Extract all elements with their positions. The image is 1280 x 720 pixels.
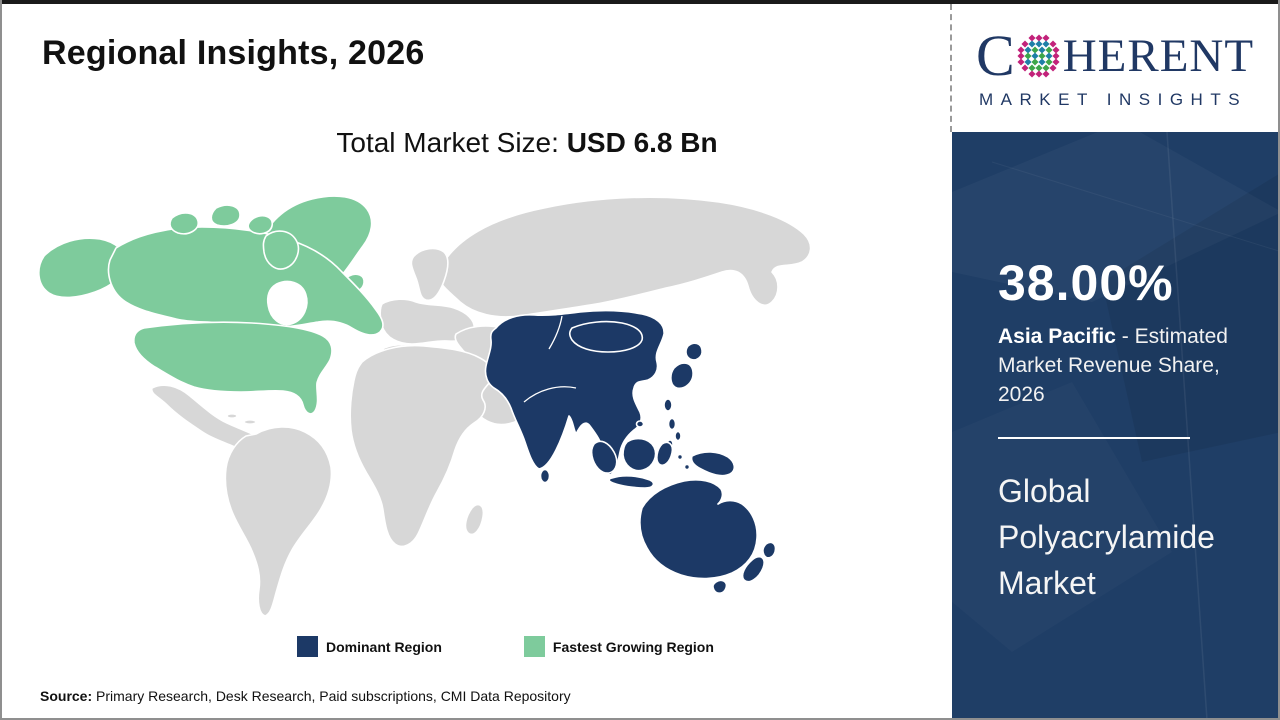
share-region: Asia Pacific: [998, 325, 1116, 348]
map-region-nz-south: [741, 556, 765, 583]
map-hudson-bay: [266, 280, 308, 326]
total-market-size: Total Market Size: USD 6.8 Bn: [102, 127, 952, 159]
map-region-moluccas-2: [683, 463, 691, 471]
map-region-mongolia: [568, 320, 644, 353]
legend-item-dominant: Dominant Region: [297, 636, 442, 657]
share-description: Asia Pacific - Estimated Market Revenue …: [998, 322, 1248, 409]
map-region-arctic-island-3: [247, 215, 274, 235]
map-region-sumatra: [590, 440, 618, 474]
legend-item-fastest: Fastest Growing Region: [523, 636, 714, 657]
legend-label-dominant: Dominant Region: [326, 638, 442, 655]
logo-letters-rest: HERENT: [1062, 30, 1255, 82]
map-region-hainan: [635, 420, 645, 428]
map-region-madagascar: [464, 503, 485, 536]
map-region-scandinavia: [410, 247, 449, 302]
top-border-bar: [2, 0, 1278, 4]
logo-letter-c: C: [976, 23, 1015, 88]
source-text: Primary Research, Desk Research, Paid su…: [92, 688, 571, 704]
map-region-caribbean-1: [226, 413, 238, 420]
map-region-australia: [639, 479, 758, 580]
map-region-russia: [437, 196, 812, 318]
market-size-label: Total Market Size:: [336, 127, 567, 158]
source-line: Source: Primary Research, Desk Research,…: [40, 688, 571, 704]
legend-swatch-dominant: [297, 636, 318, 657]
map-region-arctic-island-1: [169, 212, 199, 235]
map-border-himalaya: [523, 386, 577, 403]
map-region-africa: [349, 344, 494, 548]
world-map-svg: [38, 195, 812, 617]
map-region-baffin-island: [262, 230, 300, 270]
map-region-sri-lanka: [539, 468, 551, 484]
logo-zone: C .dp{fill:var(--dot-pink,#c2227a);} .dt…: [952, 4, 1278, 132]
map-region-arctic-island-2: [210, 204, 241, 227]
logo-tagline: MARKET INSIGHTS: [979, 90, 1248, 109]
share-desc-rest: - Estimated Market Revenue Share, 2026: [998, 325, 1228, 406]
market-size-value: USD 6.8 Bn: [566, 127, 718, 158]
brand-logo: C .dp{fill:var(--dot-pink,#c2227a);} .dt…: [976, 23, 1255, 88]
map-region-nz-north: [762, 541, 777, 559]
map-region-sulawesi: [656, 441, 674, 467]
map-region-tasmania: [712, 579, 728, 594]
legend-label-fastest: Fastest Growing Region: [552, 638, 714, 655]
page-title: Regional Insights, 2026: [42, 34, 425, 72]
map-region-taiwan: [663, 398, 673, 412]
world-map: [24, 176, 904, 642]
map-region-borneo: [622, 437, 657, 472]
map-region-moluccas-1: [676, 453, 684, 461]
map-region-philippines-2: [674, 430, 682, 442]
map-legend: Dominant Region Fastest Growing Region: [297, 636, 714, 657]
sidebar-divider-line: [998, 437, 1190, 439]
map-region-usa: [133, 321, 333, 415]
map-region-japan-hokkaido: [685, 342, 703, 361]
dashed-divider: [950, 4, 952, 132]
sidebar-texture: [991, 132, 1278, 718]
map-region-philippines-1: [667, 417, 677, 431]
map-region-japan-honshu: [670, 362, 694, 390]
map-region-south-america: [224, 426, 333, 617]
market-name: Global Polyacrylamide Market: [998, 473, 1215, 601]
map-region-new-guinea: [690, 451, 736, 477]
map-border-kazakh-china: [548, 315, 563, 350]
globe-dots-icon: .dp{fill:var(--dot-pink,#c2227a);} .dt{f…: [1017, 34, 1060, 78]
legend-swatch-fastest: [523, 636, 545, 657]
source-label: Source:: [40, 688, 93, 704]
share-value: 38.00%: [998, 255, 1174, 311]
map-region-caribbean-2: [243, 419, 257, 426]
sidebar-panel: 38.00% Asia Pacific - Estimated Market R…: [952, 132, 1278, 718]
map-region-java: [608, 475, 655, 489]
